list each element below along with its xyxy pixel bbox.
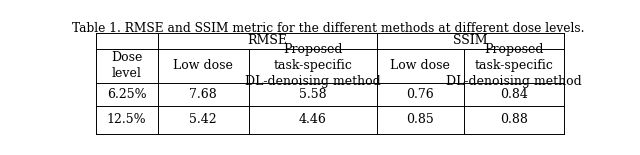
Text: Proposed
task-specific
DL-denoising method: Proposed task-specific DL-denoising meth… (245, 43, 381, 88)
Text: 5.42: 5.42 (189, 113, 217, 126)
Text: 4.46: 4.46 (299, 113, 327, 126)
Text: RMSE: RMSE (247, 34, 287, 47)
Text: Table 1. RMSE and SSIM metric for the different methods at different dose levels: Table 1. RMSE and SSIM metric for the di… (72, 22, 584, 35)
Text: 0.84: 0.84 (500, 88, 528, 101)
Text: 0.85: 0.85 (406, 113, 434, 126)
Text: 7.68: 7.68 (189, 88, 217, 101)
Text: 12.5%: 12.5% (107, 113, 147, 126)
Text: Dose
level: Dose level (111, 51, 142, 80)
Text: Proposed
task-specific
DL-denoising method: Proposed task-specific DL-denoising meth… (446, 43, 582, 88)
Text: SSIM: SSIM (453, 34, 488, 47)
Text: 6.25%: 6.25% (107, 88, 147, 101)
Text: 0.88: 0.88 (500, 113, 528, 126)
Text: 5.58: 5.58 (299, 88, 326, 101)
Text: 0.76: 0.76 (406, 88, 434, 101)
Text: Low dose: Low dose (173, 59, 233, 72)
Text: Low dose: Low dose (390, 59, 450, 72)
